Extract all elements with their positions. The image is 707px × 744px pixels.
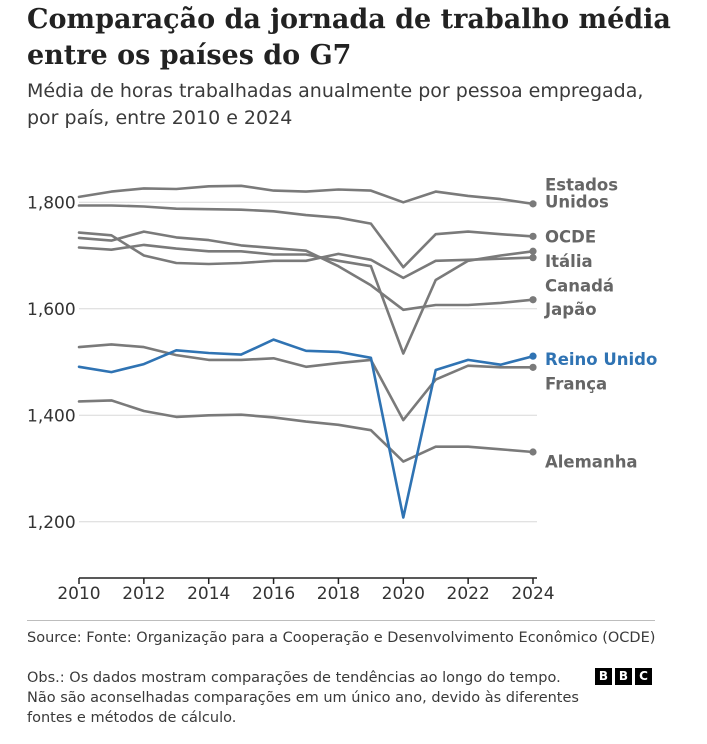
series-line — [77, 399, 535, 463]
series-line — [77, 243, 535, 355]
x-tick-label: 2010 — [57, 584, 100, 604]
x-tick-label: 2018 — [317, 584, 360, 604]
x-axis — [78, 577, 537, 584]
series-label: Japão — [544, 300, 597, 319]
series-label: Reino Unido — [545, 350, 657, 369]
series-label: OCDE — [545, 227, 596, 246]
x-tick-label: 2012 — [122, 584, 165, 604]
series-end-point — [529, 448, 537, 456]
observation-note: Obs.: Os dados mostram comparações de te… — [27, 670, 579, 726]
bbc-logo-letter: B — [615, 668, 632, 685]
series-end-point — [529, 296, 537, 304]
source-note: Source: Fonte: Organização para a Cooper… — [27, 630, 656, 646]
footer-divider — [27, 620, 655, 621]
series-layer — [77, 184, 537, 519]
bbc-logo-letter: C — [635, 668, 652, 685]
series-end-point — [529, 254, 537, 262]
series-label: Itália — [545, 252, 593, 271]
bbc-logo: B B C — [595, 668, 652, 685]
grid-layer — [79, 201, 537, 523]
series-line — [77, 231, 535, 280]
series-label: França — [545, 374, 607, 393]
series-label: Canadá — [545, 276, 614, 295]
series-line — [77, 184, 535, 206]
y-tick-label: 1,600 — [27, 300, 76, 320]
x-tick-label: 2016 — [252, 584, 295, 604]
series-line — [77, 338, 535, 519]
series-line — [77, 204, 535, 269]
series-line — [77, 230, 535, 312]
series-end-point — [529, 363, 537, 371]
y-tick-label: 1,800 — [27, 193, 76, 213]
x-tick-label: 2024 — [511, 584, 554, 604]
series-end-point — [529, 232, 537, 240]
series-end-point — [529, 352, 537, 360]
x-tick-label: 2020 — [382, 584, 425, 604]
y-tick-label: 1,200 — [27, 513, 76, 533]
series-end-point — [529, 200, 537, 208]
series-end-point — [529, 247, 537, 255]
series-label: Estados — [545, 176, 618, 195]
x-axis-tick-labels: 2010 2012 2014 2016 2018 2020 2022 2024 — [57, 584, 554, 604]
series-label: Alemanha — [545, 453, 638, 472]
chart-subtitle: Média de horas trabalhadas anualmente po… — [27, 80, 644, 129]
y-tick-label: 1,400 — [27, 406, 76, 426]
bbc-logo-letter: B — [595, 668, 612, 685]
x-tick-label: 2014 — [187, 584, 230, 604]
series-line — [77, 343, 535, 422]
x-tick-label: 2022 — [447, 584, 490, 604]
chart-title: Comparação da jornada de trabalho média … — [27, 4, 671, 71]
series-label: Unidos — [545, 193, 609, 212]
y-axis-tick-labels: 1,200 1,400 1,600 1,800 — [27, 193, 76, 532]
